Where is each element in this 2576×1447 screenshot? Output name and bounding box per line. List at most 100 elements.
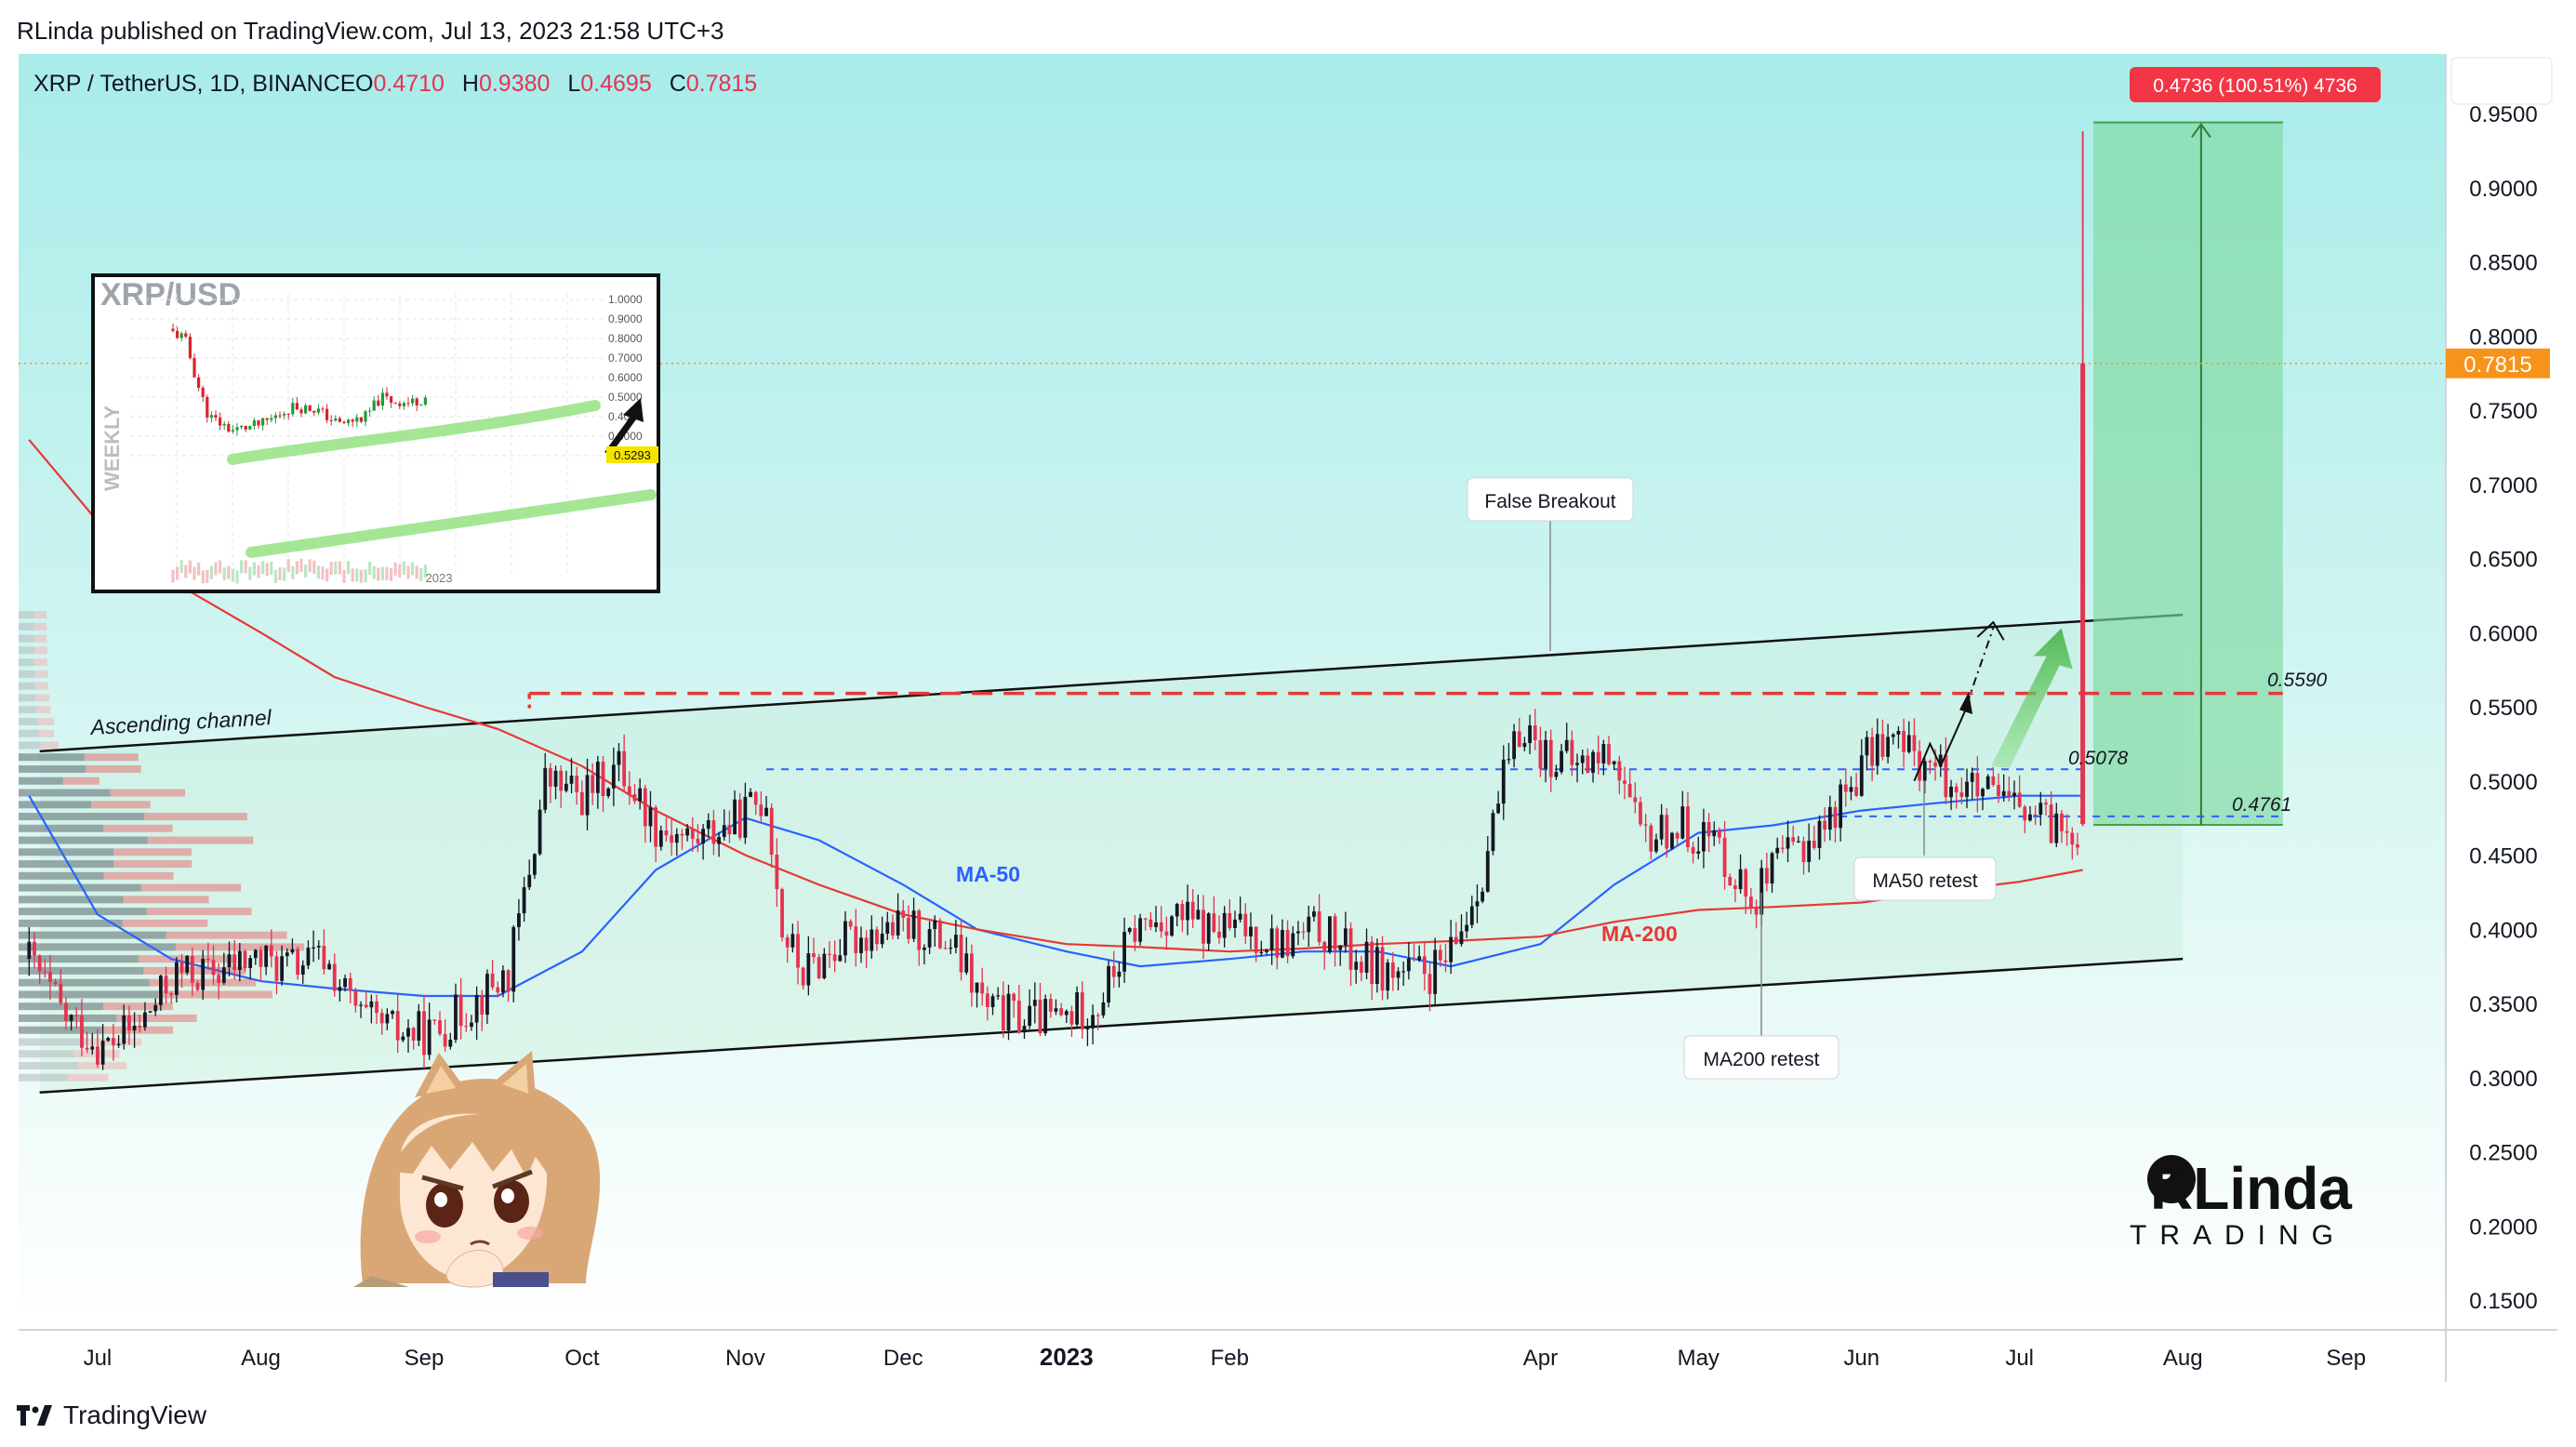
candle-down — [711, 820, 716, 844]
inset-candle-up — [235, 427, 239, 431]
candle-up — [285, 952, 289, 957]
candle-down — [48, 972, 52, 983]
inset-volume-bar — [411, 562, 415, 576]
published-header: RLinda published on TradingView.com, Jul… — [0, 0, 2576, 56]
candle-up — [201, 959, 206, 990]
candle-up — [870, 929, 874, 951]
candle-up — [1354, 962, 1359, 970]
candle-up — [158, 976, 163, 1005]
candle-up — [923, 947, 926, 950]
chart-settings-button[interactable] — [2450, 57, 2553, 105]
volume-profile-bar-up — [19, 789, 111, 797]
inset-volume — [171, 558, 427, 584]
candle-down — [901, 910, 906, 919]
candle-down — [2049, 804, 2053, 843]
candle-up — [401, 1036, 405, 1041]
candle-down — [1596, 751, 1600, 763]
inset-volume-bar — [176, 566, 179, 580]
inset-candle-down — [278, 415, 282, 417]
inset-candles — [171, 323, 427, 436]
ma50-retest-callout[interactable]: MA50 retest — [1853, 781, 1997, 901]
tradingview-logo-icon — [17, 1405, 52, 1426]
candle-down — [696, 838, 700, 844]
inset-volume-bar — [184, 564, 188, 578]
legend-h-label: H — [462, 71, 479, 97]
candle-up — [1396, 971, 1401, 978]
candle-up — [1032, 1000, 1037, 1006]
volume-profile-bar-down — [116, 1014, 197, 1022]
price-tick-label: 0.6000 — [2469, 621, 2537, 646]
candle-down — [464, 1026, 469, 1028]
candle-up — [859, 937, 863, 953]
candle-down — [1333, 916, 1337, 950]
candle-up — [1970, 773, 1974, 782]
candle-up — [1886, 737, 1891, 757]
time-tick-label: Sep — [2326, 1346, 2366, 1371]
candle-down — [759, 804, 764, 816]
last-price-badge: 0.7815 — [2446, 348, 2550, 378]
price-tick-label: 0.3000 — [2469, 1067, 2537, 1092]
inset-candle-up — [261, 418, 265, 426]
candle-up — [1459, 931, 1464, 945]
volume-profile-bar-up — [19, 729, 38, 737]
legend-l-value: 0.4695 — [580, 71, 651, 97]
candle-up — [1501, 759, 1506, 804]
candle-up — [1680, 806, 1685, 839]
candle-up — [1564, 739, 1569, 751]
inset-price-tick: 0.8000 — [608, 332, 643, 345]
inset-candle-down — [312, 410, 316, 413]
inset-price-tick: 0.7000 — [608, 352, 643, 365]
candle-up — [743, 796, 748, 838]
level-4761-label: 0.4761 — [2232, 794, 2291, 816]
candle-down — [579, 791, 584, 816]
inset-volume-bar — [214, 562, 218, 576]
candle-down — [1791, 837, 1796, 843]
time-tick-label: Nov — [725, 1346, 765, 1371]
candle-down — [348, 977, 352, 991]
price-axis[interactable]: 0.9500 0.9000 0.8500 0.8000 0.7500 0.7000 0.65… — [2469, 102, 2537, 1314]
candle-up — [316, 946, 321, 948]
candle-down — [353, 990, 358, 1006]
inset-title: XRP/USD — [100, 277, 241, 312]
candle-up — [1827, 806, 1832, 830]
candle-down — [422, 1011, 426, 1055]
candle-down — [74, 1015, 79, 1016]
volume-profile-bar-down — [38, 717, 55, 725]
candle-down — [1001, 995, 1005, 1030]
candle-down — [1649, 825, 1653, 852]
candle-up — [1580, 755, 1585, 763]
inset-volume-bar — [342, 569, 346, 583]
candle-up — [1417, 956, 1422, 961]
inset-candle-up — [270, 418, 273, 420]
false-breakout-callout[interactable]: False Breakout — [1467, 477, 1634, 651]
channel-fill — [39, 615, 2184, 1093]
inset-candle-up — [347, 419, 351, 424]
candle-up — [280, 956, 285, 981]
candle-down — [1823, 820, 1827, 830]
candle-down — [53, 982, 58, 984]
candle-down — [1706, 822, 1711, 837]
candle-down — [1243, 913, 1248, 936]
candle-up — [953, 935, 958, 949]
candle-up — [1196, 909, 1201, 920]
candle-up — [706, 820, 710, 830]
candle-down — [1133, 928, 1137, 942]
candle-up — [1965, 781, 1969, 797]
candle-up — [611, 764, 616, 789]
candle-down — [1275, 928, 1280, 958]
volume-profile-bar-up — [19, 978, 150, 987]
candle-down — [1016, 1001, 1021, 1033]
candle-up — [448, 1039, 453, 1047]
candle-down — [812, 953, 816, 958]
ma200-retest-callout[interactable]: MA200 retest — [1683, 893, 1839, 1080]
candle-up — [116, 1043, 121, 1045]
time-axis[interactable]: Jul Aug Sep Oct Nov Dec 2023 Feb Apr May Jun Jul Aug… — [84, 1343, 2366, 1371]
time-tick-label: Feb — [1211, 1346, 1249, 1371]
volume-profile-bar-down — [110, 789, 186, 797]
measure-badge[interactable]: 0.4736 (100.51%) 4736 — [2130, 67, 2381, 102]
candle-down — [490, 974, 495, 988]
measure-badge-text: 0.4736 (100.51%) 4736 — [2153, 75, 2357, 97]
inset-year-label: 2023 — [426, 571, 453, 585]
inset-candle-up — [304, 405, 308, 414]
